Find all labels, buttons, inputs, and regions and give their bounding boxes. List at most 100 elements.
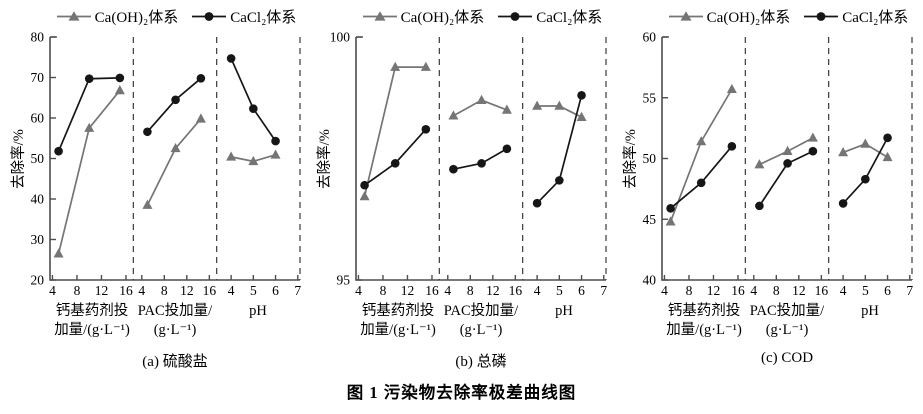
y-tick-label: 60 — [643, 30, 657, 45]
legend-circle-line-icon — [498, 11, 533, 21]
data-point-triangle — [53, 248, 64, 258]
data-point-circle — [577, 91, 586, 100]
legend-item-cacl2: CaCl₂体系 — [191, 6, 296, 27]
data-point-triangle — [476, 94, 487, 104]
data-point-circle — [421, 125, 431, 134]
series-cacl2 — [666, 142, 737, 213]
x-tick-label: 5 — [556, 283, 563, 298]
x-tick-label: 12 — [401, 283, 415, 298]
legend-item-caoh2: Ca(OH)₂体系 — [362, 6, 485, 27]
data-point-circle — [532, 198, 542, 208]
x-tick-label: 16 — [203, 283, 217, 298]
chart-c-subcaption: (c) COD — [760, 350, 814, 366]
series-cacl2 — [838, 133, 892, 208]
legend-circle-line-icon — [804, 11, 839, 21]
y-tick-label: 40 — [31, 192, 45, 207]
data-point-circle — [115, 73, 125, 83]
data-point-triangle — [195, 113, 206, 123]
x-tick-label: 16 — [119, 283, 133, 298]
series-caoh2 — [448, 94, 512, 120]
data-point-triangle — [782, 145, 793, 156]
x-tick-label: 8 — [467, 283, 474, 298]
series-caoh2 — [226, 149, 281, 166]
data-point-triangle — [554, 100, 565, 110]
data-point-circle — [755, 201, 764, 211]
x-axis-title-pac: PAC投加量/ (g·L⁻¹) — [137, 303, 213, 338]
x-tick-label: 7 — [600, 283, 607, 298]
data-point-triangle — [860, 138, 871, 148]
data-point-circle — [838, 199, 848, 208]
data-point-circle — [727, 142, 737, 151]
chart-b-subcaption: (b) 总磷 — [455, 354, 507, 370]
legend-label-cacl2: CaCl₂体系 — [842, 9, 909, 26]
x-tick-label: 7 — [906, 283, 913, 298]
data-point-circle — [477, 159, 486, 168]
data-point-triangle — [84, 122, 95, 132]
chart-a-plotwrap: 去除率/% 20 30 40 50 60 70 80 4 8 12 16 4 8 12 16 4 5 6 7 — [2, 28, 308, 300]
data-point-triangle — [142, 199, 153, 209]
chart-a-block: Ca(OH)₂体系 CaCl₂体系 去除率/% 20 30 40 50 60 70 80 4 8… — [2, 4, 308, 371]
x-tick-label: 12 — [95, 283, 109, 298]
legend-label-caoh2: Ca(OH)₂体系 — [400, 9, 485, 26]
data-point-circle — [883, 133, 892, 143]
data-point-triangle — [170, 142, 181, 153]
x-tick-label: 4 — [355, 283, 362, 298]
x-axis-title-ph: pH — [555, 303, 573, 319]
x-axis-title-calcium: 钙基药剂投 加量/(g·L⁻¹) — [54, 303, 130, 338]
figure-caption: 图 1 污染物去除率极差曲线图 — [346, 383, 577, 402]
x-tick-label: 5 — [250, 283, 257, 298]
series-cacl2 — [143, 74, 206, 137]
series-caoh2 — [53, 85, 125, 258]
x-tick-label: 16 — [815, 283, 829, 298]
figure: Ca(OH)₂体系 CaCl₂体系 去除率/% 20 30 40 50 60 70 80 4 8… — [0, 4, 923, 403]
y-tick-label: 60 — [31, 111, 45, 126]
data-point-triangle — [501, 104, 512, 114]
data-point-triangle — [114, 85, 125, 95]
x-tick-label: 16 — [509, 283, 523, 298]
series-cacl2 — [226, 54, 280, 146]
data-point-circle — [390, 159, 400, 168]
x-tick-label: 6 — [578, 283, 585, 298]
y-tick-label: 30 — [31, 232, 45, 247]
data-point-triangle — [226, 151, 237, 161]
x-tick-label: 5 — [862, 283, 869, 298]
data-point-circle — [808, 146, 818, 156]
x-tick-label: 16 — [731, 283, 745, 298]
y-tick-label: 80 — [31, 30, 45, 45]
y-tick-label: 70 — [31, 70, 45, 85]
legend-triangle-line-icon — [56, 10, 91, 21]
legend-label-caoh2: Ca(OH)₂体系 — [706, 9, 791, 26]
chart-c-y-axis-title: 去除率/% — [623, 129, 639, 189]
chart-a-x-axis-titles: 钙基药剂投 加量/(g·L⁻¹) PAC投加量/ (g·L⁻¹) pH — [2, 302, 308, 344]
data-point-circle — [84, 74, 94, 84]
legend-item-caoh2: Ca(OH)₂体系 — [56, 6, 178, 27]
x-tick-label: 8 — [380, 283, 387, 298]
series-cacl2 — [755, 146, 818, 211]
legend-item-caoh2: Ca(OH)₂体系 — [668, 6, 791, 27]
x-tick-label: 7 — [294, 283, 301, 298]
x-tick-label: 8 — [74, 283, 81, 298]
x-tick-label: 4 — [750, 283, 757, 298]
x-tick-label: 4 — [661, 283, 668, 298]
x-axis-title-calcium: 钙基药剂投 加量/(g·L⁻¹) — [666, 303, 742, 338]
x-tick-label: 6 — [884, 283, 891, 298]
chart-c-x-axis-titles: 钙基药剂投 加量/(g·L⁻¹) PAC投加量/ (g·L⁻¹) pH — [614, 302, 920, 344]
series-cacl2 — [360, 125, 431, 190]
x-tick-label: 8 — [686, 283, 693, 298]
series-caoh2 — [359, 61, 431, 201]
x-tick-label: 12 — [792, 283, 806, 298]
x-tick-label: 6 — [272, 283, 279, 298]
data-point-circle — [502, 144, 512, 154]
data-point-circle — [143, 127, 152, 137]
charts-row: Ca(OH)₂体系 CaCl₂体系 去除率/% 20 30 40 50 60 70 80 4 8… — [0, 4, 923, 371]
chart-c-legend: Ca(OH)₂体系 CaCl₂体系 — [614, 4, 920, 28]
data-point-triangle — [448, 110, 459, 120]
legend-triangle-line-icon — [362, 10, 397, 21]
y-tick-label: 40 — [643, 273, 657, 288]
data-point-triangle — [665, 216, 676, 226]
y-tick-label: 45 — [643, 212, 657, 227]
x-tick-label: 8 — [161, 283, 168, 298]
x-tick-label: 4 — [138, 283, 145, 298]
chart-c-block: Ca(OH)₂体系 CaCl₂体系 去除率/% 40 45 50 55 60 4 8 12 16… — [614, 4, 920, 367]
